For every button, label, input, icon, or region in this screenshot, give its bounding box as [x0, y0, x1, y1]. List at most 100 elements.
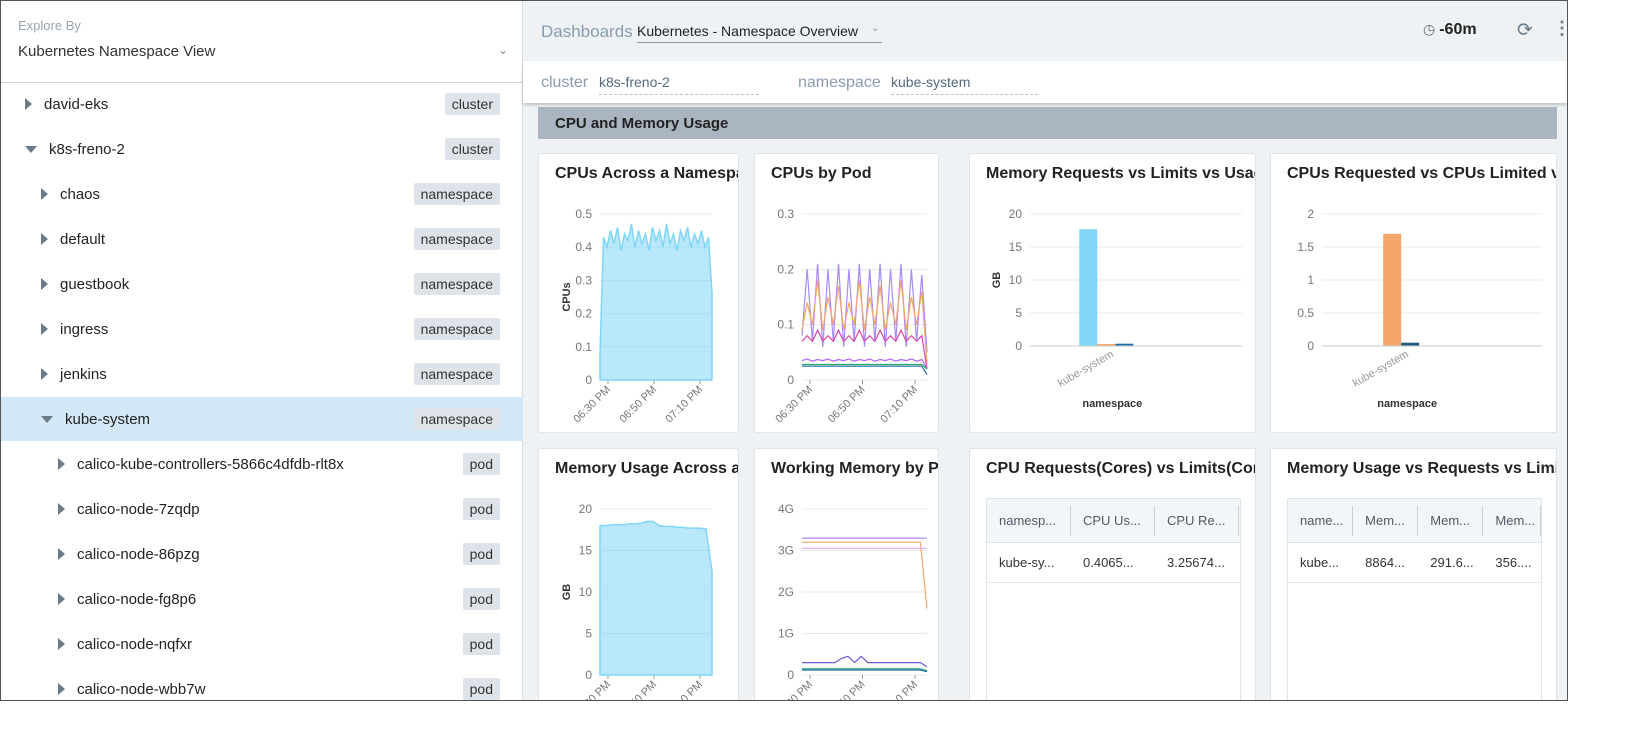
refresh-icon[interactable]: ⟳ — [1517, 20, 1533, 41]
y-tick-label: 2 — [1307, 207, 1314, 221]
line-series — [801, 358, 928, 370]
memory-area-chart: 0 5 10 15 20 GB 06:30 PM 06:50 PM 07:10 PM — [561, 502, 713, 700]
line-series — [802, 541, 928, 609]
caret-right-icon[interactable] — [58, 593, 65, 605]
table-cell: 0.4065... — [1083, 555, 1134, 570]
panel-title: Memory Requests vs Limits vs Usage — [986, 165, 1256, 182]
panel-cpus-requested-limited[interactable]: CPUs Requested vs CPUs Limited vs Used00… — [1270, 153, 1557, 433]
table-header: name... Mem... Mem... Mem... — [1288, 499, 1541, 543]
column-header[interactable]: namesp... — [987, 505, 1071, 536]
y-tick-label: 4G — [778, 502, 794, 516]
area-series — [599, 223, 713, 381]
line-series — [802, 363, 928, 370]
type-badge: cluster — [444, 138, 500, 160]
panel-cpus-by-pod[interactable]: CPUs by Pod 0 0.1 0.2 0.3 06:30 PM 06:50 PM 07:… — [754, 153, 939, 433]
explore-by-select[interactable]: Kubernetes Namespace View ⌄ — [18, 43, 508, 60]
more-options-icon[interactable]: ⋮ — [1553, 18, 1567, 39]
column-header[interactable]: CPU Us... — [1071, 505, 1155, 536]
column-header[interactable]: Mem... — [1418, 505, 1484, 536]
section-header: CPU and Memory Usage — [538, 107, 1557, 139]
caret-right-icon[interactable] — [41, 323, 48, 335]
tree-item[interactable]: kube-system namespace — [1, 397, 523, 441]
y-tick-label: 0 — [1015, 339, 1022, 353]
caret-down-icon[interactable] — [41, 415, 53, 423]
tree-item-label: calico-node-86pzg — [77, 545, 200, 563]
caret-right-icon[interactable] — [58, 458, 65, 470]
y-tick-label: 1 — [1307, 273, 1314, 287]
x-tick-label: 06:50 PM — [617, 384, 659, 426]
column-header[interactable]: Mem... — [1483, 505, 1541, 536]
tree-item-label: calico-node-nqfxr — [77, 635, 193, 653]
y-axis-label: GB — [561, 584, 573, 601]
explore-sidebar: Explore By Kubernetes Namespace View ⌄ da… — [1, 1, 523, 700]
type-badge: namespace — [413, 273, 500, 295]
y-tick-label: 3G — [778, 544, 794, 558]
tree-item[interactable]: calico-node-wbb7w pod — [1, 667, 523, 700]
y-tick-label: 10 — [579, 585, 593, 599]
table-cell: kube... — [1300, 555, 1340, 570]
y-tick-label: 0 — [787, 373, 794, 387]
y-tick-label: 0 — [585, 373, 592, 387]
tree-item[interactable]: jenkins namespace — [1, 352, 523, 396]
caret-right-icon[interactable] — [58, 683, 65, 695]
caret-right-icon[interactable] — [41, 188, 48, 200]
caret-right-icon[interactable] — [41, 278, 48, 290]
panel-title: Memory Usage Across a Namespace — [555, 460, 738, 477]
panel-working-memory-by-pod[interactable]: Working Memory by Pod 0 1G 2G 3G 4G 06:30 PM 06… — [754, 448, 939, 700]
x-axis-label: namespace — [1377, 398, 1437, 410]
bar — [1383, 233, 1402, 346]
tree-item[interactable]: default namespace — [1, 217, 523, 261]
x-category-label: kube-system — [1351, 348, 1411, 390]
panel-cpu-requests-limits-table[interactable]: CPU Requests(Cores) vs Limits(Cores) name… — [969, 448, 1256, 700]
tree-item[interactable]: chaos namespace — [1, 172, 523, 216]
type-badge: namespace — [413, 183, 500, 205]
caret-right-icon[interactable] — [41, 233, 48, 245]
panel-memory-usage-table[interactable]: Memory Usage vs Requests vs Limits name..… — [1270, 448, 1557, 700]
time-range-button[interactable]: ◷ -60m — [1423, 21, 1477, 39]
tree-item[interactable]: guestbook namespace — [1, 262, 523, 306]
tree-item[interactable]: calico-node-nqfxr pod — [1, 622, 523, 666]
dashboard-select[interactable]: Kubernetes - Namespace Overview ⌄ — [637, 22, 882, 43]
cluster-filter-input[interactable]: k8s-freno-2 — [599, 74, 759, 95]
dashboards-label: Dashboards — [541, 22, 633, 41]
filter-bar: cluster k8s-freno-2 namespace kube-syste… — [523, 61, 1567, 103]
tree-item[interactable]: david-eks cluster — [1, 82, 523, 126]
panel-title: CPUs Across a Namespace — [555, 165, 738, 182]
memory-bar-chart: 0 5 10 15 20 GB kube-system namespace — [991, 207, 1242, 410]
type-badge: namespace — [413, 408, 500, 430]
tree-item[interactable]: calico-node-fg8p6 pod — [1, 577, 523, 621]
panel-memory-usage-across-namespace[interactable]: Memory Usage Across a Namespace 0 5 10 15 20 G… — [538, 448, 739, 700]
caret-down-icon[interactable] — [25, 145, 37, 153]
bar — [1401, 342, 1420, 346]
table-cell: 356.... — [1495, 555, 1532, 570]
column-header[interactable]: Mem... — [1353, 505, 1419, 536]
type-badge: pod — [462, 498, 500, 520]
namespace-filter-input[interactable]: kube-system — [891, 74, 1038, 95]
tree-item[interactable]: calico-node-86pzg pod — [1, 532, 523, 576]
table-row[interactable]: kube... 8864... 291.6... 356.... — [1288, 543, 1541, 583]
tree-item[interactable]: calico-node-7zqdp pod — [1, 487, 523, 531]
y-tick-label: 1.5 — [1297, 240, 1314, 254]
tree-item[interactable]: ingress namespace — [1, 307, 523, 351]
y-axis-label: CPUs — [561, 282, 573, 311]
caret-right-icon[interactable] — [41, 368, 48, 380]
tree-item[interactable]: k8s-freno-2 cluster — [1, 127, 523, 171]
column-header[interactable]: name... — [1288, 505, 1354, 536]
panel-memory-requests-limits[interactable]: Memory Requests vs Limits vs Usage 0 5 10 15… — [969, 153, 1256, 433]
y-axis-label: GB — [991, 272, 1003, 289]
column-header[interactable]: CPU Re... — [1155, 505, 1239, 536]
table-row[interactable]: kube-sy... 0.4065... 3.25674... — [987, 543, 1240, 583]
x-axis-label: namespace — [1082, 398, 1142, 410]
tree-item-label: jenkins — [60, 365, 107, 383]
tree-item[interactable]: calico-kube-controllers-5866c4dfdb-rlt8x… — [1, 442, 523, 486]
line-series — [802, 655, 928, 668]
panel-title: CPUs by Pod — [771, 165, 872, 182]
tree-item-label: k8s-freno-2 — [49, 140, 125, 158]
panel-cpus-across-namespace[interactable]: CPUs Across a Namespace 0 0.1 0.2 0.3 0.4 0.5 C… — [538, 153, 739, 433]
type-badge: pod — [462, 588, 500, 610]
caret-right-icon[interactable] — [25, 98, 32, 110]
caret-right-icon[interactable] — [58, 638, 65, 650]
y-tick-label: 20 — [1009, 207, 1023, 221]
caret-right-icon[interactable] — [58, 548, 65, 560]
caret-right-icon[interactable] — [58, 503, 65, 515]
